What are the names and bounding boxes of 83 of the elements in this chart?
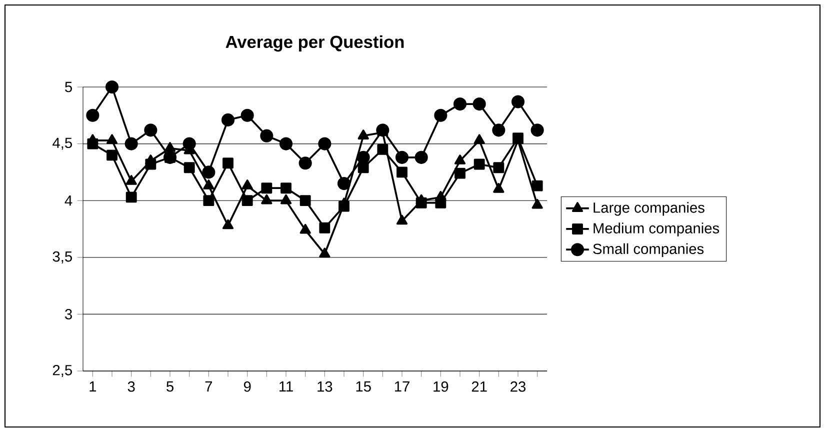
point [298,156,312,170]
point [182,137,196,150]
y-tick-label: 5 [65,82,72,92]
point [222,158,234,169]
x-tick-label: 3 [128,381,135,392]
point [203,195,214,206]
point [416,197,427,208]
y-tick-label: 2,5 [52,364,72,378]
point [434,108,448,122]
point [338,200,350,212]
point [356,150,370,164]
point [472,98,486,111]
point [396,214,408,225]
x-tick-label: 11 [280,381,293,392]
point [453,98,467,111]
point [532,198,543,209]
point [280,182,292,194]
point [106,150,118,161]
point [318,137,332,150]
point [493,162,504,174]
point [279,137,293,150]
point [240,108,254,122]
point [124,137,138,150]
x-tick-label: 9 [244,381,251,392]
point [222,219,234,230]
point [376,124,390,137]
point [260,129,274,142]
x-tick-label: 1 [90,381,96,392]
point [184,162,195,174]
point [164,142,176,152]
x-tick-label: 13 [318,381,332,392]
point [358,130,369,140]
point [319,222,330,234]
point [261,194,272,204]
point [454,168,466,179]
point [474,134,485,144]
point [261,182,272,194]
point [435,197,446,208]
chart-title: Average per Question [226,35,404,52]
point [300,224,311,234]
point [202,166,216,179]
y-tick-label: 3,5 [52,251,72,264]
point [474,158,485,170]
legend-label: Medium companies [594,222,720,236]
point [86,108,100,122]
point [530,124,544,137]
point [396,166,408,178]
point [493,182,504,193]
point [319,248,330,258]
y-tick-label: 3 [65,309,72,320]
point [221,113,235,126]
point [300,195,311,206]
point [87,138,98,150]
point [105,80,119,94]
x-tick-label: 7 [205,381,212,392]
point [511,95,525,108]
point [377,144,388,155]
x-tick-label: 5 [166,381,174,392]
point [454,154,466,164]
point [532,180,543,192]
point [358,162,369,174]
x-tick-label: 21 [472,381,487,392]
point [203,180,214,190]
point [242,180,253,190]
point [280,194,292,204]
point [242,195,253,206]
legend-label: Large companies [594,202,704,216]
y-tick-label: 4 [64,196,72,206]
point [144,124,158,137]
point [414,150,428,164]
legend-label: Small companies [593,243,704,257]
point [395,150,409,164]
point [126,175,137,185]
y-tick-label: 4,5 [52,138,72,150]
x-tick-label: 19 [434,381,448,392]
x-tick-label: 23 [510,381,526,392]
point [106,134,118,144]
point [337,177,351,190]
point [492,124,506,137]
x-tick-label: 17 [394,381,410,392]
point [126,192,137,203]
point [145,158,156,170]
x-tick-label: 15 [356,381,371,392]
